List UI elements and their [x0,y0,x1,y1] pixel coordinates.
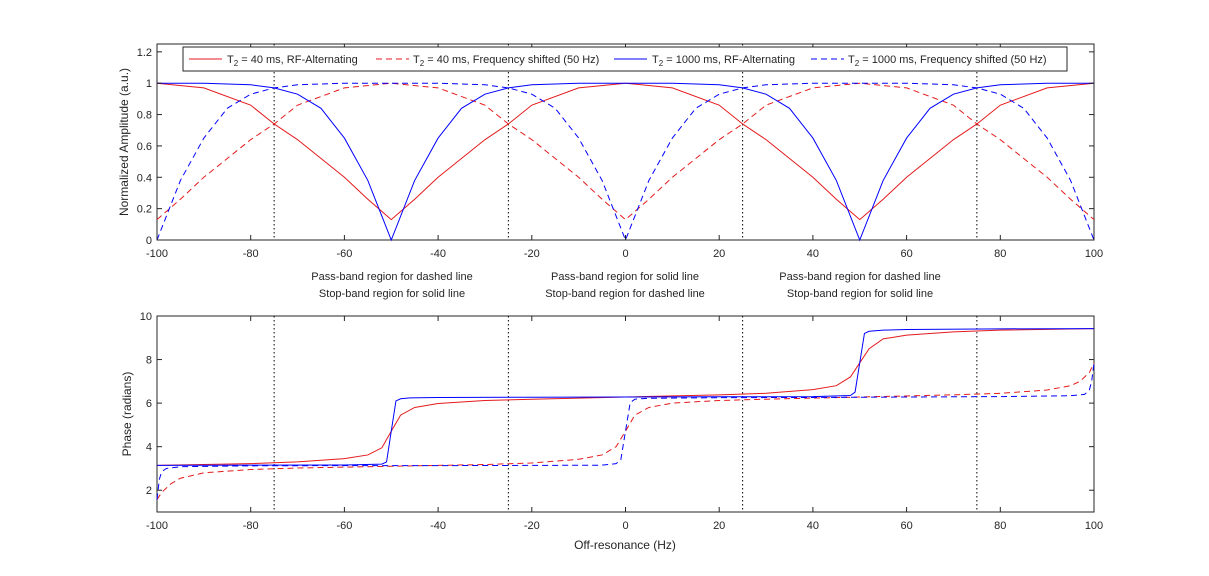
phase-x-tick-label: -60 [336,520,352,532]
amplitude-x-tick-label: -60 [336,248,352,260]
phase-x-tick-label: -100 [146,520,168,532]
annotation-center-line1: Pass-band region for solid line [551,271,699,283]
amplitude-x-tick-label: -100 [146,248,168,260]
amplitude-y-axis-label: Normalized Amplitude (a.u.) [117,68,131,216]
amplitude-x-tick-label: 20 [713,248,725,260]
phase-y-ticks: 2 4 6 8 10 [140,311,1094,497]
phase-series-line-3 [156,328,1095,466]
phase-x-tick-label: -80 [243,520,259,532]
phase-series [156,328,1095,500]
amplitude-series-line-3 [157,82,1094,242]
legend: T2 = 40 ms, RF-Alternating T2 = 40 ms, F… [182,46,1068,72]
phase-x-axis-label: Off-resonance (Hz) [574,538,676,552]
legend-entry-4: T2 = 1000 ms, Frequency shifted (50 Hz) [848,54,1047,68]
amplitude-y-tick-label: 0.8 [137,110,152,122]
phase-x-tick-label: -40 [430,520,446,532]
legend-entry-1: T2 = 40 ms, RF-Alternating [227,54,358,68]
phase-y-tick-label: 4 [146,442,152,454]
amplitude-region-dividers [273,44,978,240]
phase-panel: -100 -80 -60 -40 -20 0 20 40 60 80 100 2 4 6 8 10 Phas… [120,311,1103,552]
amplitude-panel: -100 -80 -60 -40 -20 0 20 40 60 80 100 00.20.40.60… [117,43,1103,260]
phase-x-tick-label: 100 [1085,520,1103,532]
phase-y-tick-label: 10 [140,311,152,323]
phase-plot-area [156,315,1095,513]
annotation-left-line1: Pass-band region for dashed line [311,271,472,283]
phase-y-tick-label: 6 [146,398,152,410]
amplitude-y-tick-label: 0.2 [137,204,152,216]
amplitude-y-tick-label: 0 [146,235,152,247]
legend-entry-2: T2 = 40 ms, Frequency shifted (50 Hz) [413,54,599,68]
phase-x-tick-label: 0 [622,520,628,532]
phase-x-tick-label: 80 [994,520,1006,532]
phase-x-ticks: -100 -80 -60 -40 -20 0 20 40 60 80 100 [146,316,1103,532]
phase-series-line-2 [156,362,1095,500]
amplitude-y-tick-label: 0.4 [137,172,152,184]
amplitude-x-tick-label: 40 [807,248,819,260]
phase-x-tick-label: -20 [524,520,540,532]
amplitude-x-tick-label: -20 [524,248,540,260]
phase-x-tick-label: 40 [807,520,819,532]
amplitude-plot-area [156,43,1095,241]
annotation-left-line2: Stop-band region for solid line [319,288,465,300]
phase-x-tick-label: 60 [900,520,912,532]
region-annotations: Pass-band region for dashed line Stop-ba… [311,271,940,300]
amplitude-x-tick-label: -80 [243,248,259,260]
amplitude-x-tick-label: 60 [900,248,912,260]
amplitude-series-line-2 [156,82,1095,221]
amplitude-y-tick-label: 1 [146,78,152,90]
amplitude-y-tick-label: 0.6 [137,141,152,153]
amplitude-x-ticks: -100 -80 -60 -40 -20 0 20 40 60 80 100 [146,44,1103,260]
amplitude-x-tick-label: -40 [430,248,446,260]
annotation-center-line2: Stop-band region for dashed line [545,288,705,300]
amplitude-x-tick-label: 0 [622,248,628,260]
legend-entry-3: T2 = 1000 ms, RF-Alternating [652,54,795,68]
amplitude-series [156,82,1095,242]
amplitude-x-tick-label: 100 [1085,248,1103,260]
amplitude-x-tick-label: 80 [994,248,1006,260]
phase-y-tick-label: 2 [146,485,152,497]
annotation-right-line2: Stop-band region for solid line [787,288,933,300]
annotation-right-line1: Pass-band region for dashed line [779,271,940,283]
phase-y-tick-label: 8 [146,355,152,367]
amplitude-y-ticks: 0 0.2 0.4 0.6 0.8 1 1.2 [137,47,1094,247]
phase-region-dividers [273,316,978,512]
legend-box [182,46,1068,72]
phase-y-axis-label: Phase (radians) [120,372,134,457]
phase-x-tick-label: 20 [713,520,725,532]
amplitude-y-tick-label: 1.2 [137,47,152,59]
